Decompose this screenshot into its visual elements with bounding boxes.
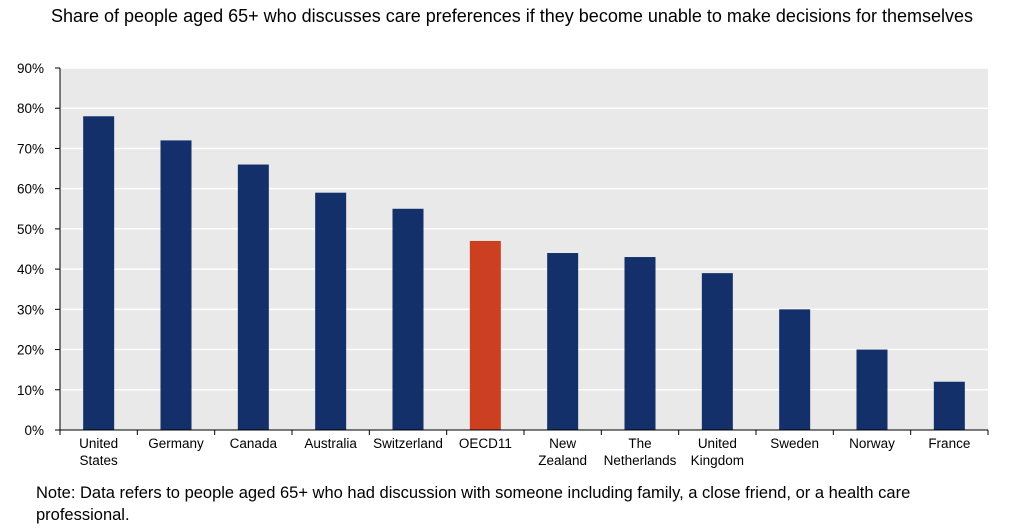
bar: [779, 309, 811, 430]
x-tick-label: Norway: [849, 436, 895, 451]
axes: [55, 67, 989, 435]
y-tick-label: 10%: [17, 383, 44, 398]
x-tick-label: New Zealand: [538, 436, 587, 468]
x-tick-label: Germany: [148, 436, 204, 451]
bar: [547, 253, 579, 430]
x-tick-label: United Kingdom: [691, 436, 744, 468]
y-tick-label: 0%: [24, 423, 44, 438]
bar: [315, 192, 347, 430]
bar: [933, 381, 965, 430]
bar: [701, 273, 733, 430]
bars: [83, 116, 965, 431]
chart-title: Share of people aged 65+ who discusses c…: [50, 6, 974, 26]
bar: [392, 208, 424, 430]
bar: [469, 240, 501, 430]
x-tick-label: United States: [79, 436, 118, 468]
gridlines: [60, 67, 988, 391]
x-tick-label: Australia: [304, 436, 357, 451]
y-tick-label: 50%: [17, 222, 44, 237]
plot-background: [60, 68, 988, 430]
y-tick-label: 90%: [17, 61, 44, 76]
x-tick-label: OECD11: [459, 436, 512, 451]
bar: [624, 257, 656, 430]
bar: [237, 164, 269, 431]
y-tick-label: 70%: [17, 141, 44, 156]
x-tick-labels: United States Germany Canada Australia Switze…: [79, 436, 970, 468]
y-tick-label: 20%: [17, 343, 44, 358]
y-tick-label: 40%: [17, 262, 44, 277]
y-tick-label: 30%: [17, 302, 44, 317]
bar: [160, 140, 192, 430]
chart-note: Note: Data refers to people aged 65+ who…: [36, 484, 911, 524]
x-tick-label: Switzerland: [373, 436, 443, 451]
y-tick-label: 60%: [17, 182, 44, 197]
bar: [856, 349, 888, 430]
y-tick-label: 80%: [17, 101, 44, 116]
y-tick-labels: 0% 10% 20% 30% 40% 50% 60% 70% 80% 90%: [17, 61, 44, 438]
x-tick-label: The Netherlands: [604, 436, 677, 468]
bar: [83, 116, 115, 431]
x-tick-label: France: [928, 436, 970, 451]
x-tick-label: Canada: [230, 436, 278, 451]
x-tick-label: Sweden: [770, 436, 819, 451]
